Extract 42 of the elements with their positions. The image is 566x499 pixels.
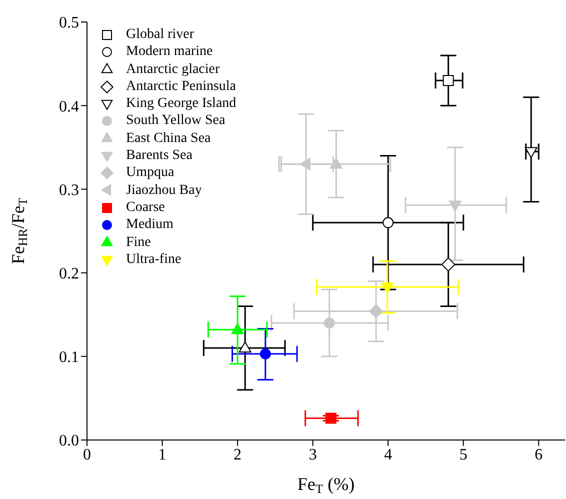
x-tick-label: 1 (158, 446, 166, 464)
point (381, 282, 394, 294)
x-tick-label: 5 (459, 446, 468, 464)
y-tick-label: 0.5 (59, 14, 79, 32)
legend-label: South Yellow Sea (126, 112, 226, 130)
legend-label: Antarctic Peninsula (126, 78, 236, 96)
y-tick-label: 0.0 (59, 432, 79, 450)
legend-label: Umpqua (126, 164, 174, 182)
x-tick-label: 6 (534, 446, 543, 464)
x-tick-label: 0 (83, 446, 91, 464)
point (238, 342, 252, 353)
y-tick-label: 0.4 (59, 98, 79, 116)
point (260, 348, 271, 360)
legend-label: Ultra-fine (126, 250, 182, 268)
legend-label: Jiaozhou Bay (126, 182, 202, 199)
legend-label: Medium (126, 216, 174, 234)
point (442, 75, 454, 86)
point (524, 147, 538, 158)
y-tick-label: 0.3 (59, 182, 79, 199)
point (448, 200, 462, 212)
y-tick-label: 0.1 (59, 349, 79, 366)
legend-label: Fine (126, 234, 151, 251)
point (369, 304, 384, 318)
x-axis-title: Fe$_{T}$ (%) (297, 474, 355, 496)
legend-label: King George Island (126, 95, 236, 112)
legend-label: Antarctic glacier (126, 60, 220, 78)
legend-label: Coarse (126, 198, 165, 216)
y-tick-label: 0.2 (59, 265, 79, 282)
point (231, 323, 244, 334)
legend-label: Global river (126, 26, 194, 44)
point (325, 412, 336, 424)
point (330, 158, 342, 169)
x-tick-label: 4 (384, 446, 392, 464)
point (382, 217, 394, 228)
x-tick-label: 2 (234, 446, 242, 464)
x-tick-label: 3 (308, 446, 317, 464)
point (441, 257, 456, 272)
point (324, 317, 335, 328)
point (300, 158, 311, 170)
legend-label: East China Sea (126, 130, 211, 148)
legend-label: Modern marine (126, 43, 213, 61)
legend-label: Barents Sea (126, 147, 192, 164)
